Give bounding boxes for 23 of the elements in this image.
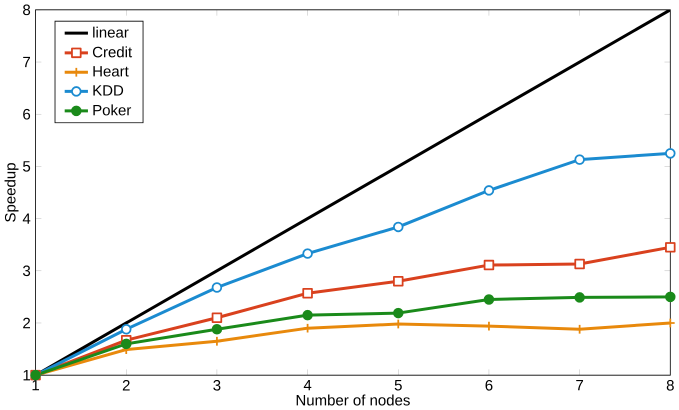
legend-label: linear bbox=[93, 26, 129, 38]
x-tick-label: 6 bbox=[486, 380, 492, 391]
legend-label: Heart bbox=[93, 66, 129, 77]
y-tick-label: 2 bbox=[23, 318, 30, 328]
x-axis-title: Number of nodes bbox=[296, 394, 410, 406]
y-tick-label: 7 bbox=[23, 56, 30, 68]
y-tick-label: 5 bbox=[23, 161, 30, 172]
x-tick-label: 2 bbox=[122, 380, 130, 390]
x-tick-label: 5 bbox=[394, 380, 402, 390]
y-axis-title: Speedup bbox=[4, 163, 19, 222]
legend-label: Poker bbox=[93, 104, 132, 116]
legend-label: KDD bbox=[93, 85, 124, 96]
y-tick-label: 8 bbox=[23, 4, 30, 16]
x-tick-label: 3 bbox=[213, 380, 220, 391]
y-tick-label: 1 bbox=[24, 370, 30, 380]
x-tick-label: 4 bbox=[304, 380, 312, 390]
x-tick-label: 1 bbox=[32, 380, 40, 390]
x-tick-label: 8 bbox=[666, 380, 674, 391]
y-tick-label: 4 bbox=[22, 213, 30, 224]
x-tick-label: 7 bbox=[576, 380, 584, 390]
y-tick-label: 3 bbox=[22, 265, 30, 276]
y-tick-label: 6 bbox=[23, 108, 30, 120]
legend-label: Credit bbox=[92, 46, 132, 58]
